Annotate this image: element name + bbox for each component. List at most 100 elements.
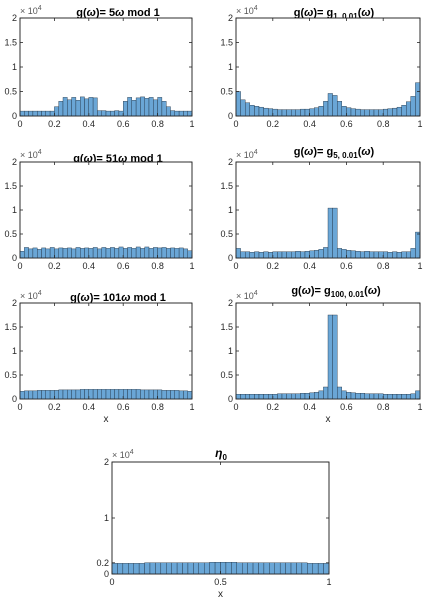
bar bbox=[204, 562, 210, 575]
bar bbox=[170, 247, 176, 259]
x-axis-label: x bbox=[326, 414, 331, 425]
bar bbox=[244, 394, 250, 400]
bar bbox=[286, 109, 292, 117]
bar bbox=[122, 248, 128, 259]
x-tick-label: 0.2 bbox=[48, 261, 61, 271]
bar bbox=[309, 108, 315, 117]
bar bbox=[41, 110, 47, 117]
bar bbox=[314, 250, 320, 259]
bar bbox=[28, 248, 34, 259]
bar bbox=[84, 389, 89, 400]
bar bbox=[279, 562, 286, 575]
bar bbox=[337, 386, 343, 400]
bar bbox=[105, 389, 111, 400]
bar bbox=[88, 248, 94, 259]
bar bbox=[254, 394, 260, 400]
chart-p6: 0 0.2 0.4 0.6 0.8 1 0 0.5 1 1.5 2× 104 x bbox=[220, 290, 422, 425]
bar bbox=[240, 394, 246, 400]
y-tick-label: 1 bbox=[104, 513, 109, 523]
y-exponent-label: × 104 bbox=[20, 290, 42, 301]
x-tick-label: 0.8 bbox=[377, 402, 390, 412]
x-tick-label: 0.6 bbox=[117, 119, 130, 129]
x-tick-label: 0.8 bbox=[377, 261, 390, 271]
bar bbox=[410, 248, 416, 259]
bar bbox=[387, 394, 393, 400]
chart-title-p2: g(ω)= g1, 0.01(ω) bbox=[294, 7, 375, 21]
bar bbox=[274, 562, 281, 575]
bar bbox=[383, 394, 389, 400]
chart-p3: 0 0.2 0.4 0.6 0.8 1 0 0.5 1 1.5 2× 104 bbox=[4, 149, 194, 271]
bar bbox=[67, 389, 72, 400]
x-tick-label: 0 bbox=[233, 261, 238, 271]
bar bbox=[392, 394, 398, 400]
axes-box bbox=[111, 461, 330, 575]
bar bbox=[165, 248, 171, 259]
bar bbox=[401, 251, 407, 259]
bar bbox=[19, 391, 25, 400]
bar bbox=[272, 251, 278, 259]
bar bbox=[281, 251, 287, 259]
bar bbox=[58, 389, 64, 400]
y-tick-label: 2 bbox=[12, 157, 17, 167]
bar bbox=[118, 110, 124, 117]
bar bbox=[153, 389, 158, 400]
y-tick-label: 1.5 bbox=[220, 181, 233, 191]
bar bbox=[318, 390, 324, 400]
bar bbox=[144, 246, 150, 259]
y-exponent-label: × 104 bbox=[20, 149, 42, 160]
bar bbox=[75, 100, 81, 117]
bar bbox=[286, 251, 292, 259]
x-tick-label: 0 bbox=[17, 402, 22, 412]
bar bbox=[41, 390, 47, 400]
y-exponent-label: × 104 bbox=[20, 5, 42, 16]
bar bbox=[214, 562, 221, 575]
bar bbox=[178, 110, 184, 117]
bar bbox=[178, 390, 184, 400]
y-exponent-label: × 104 bbox=[236, 290, 258, 301]
bar bbox=[110, 110, 115, 117]
bar bbox=[337, 101, 343, 117]
bar bbox=[157, 389, 163, 400]
bar bbox=[105, 248, 111, 259]
bar bbox=[19, 110, 25, 117]
x-tick-label: 0.6 bbox=[117, 402, 130, 412]
bar bbox=[258, 394, 264, 400]
bar bbox=[45, 110, 51, 117]
bar bbox=[295, 393, 301, 400]
bar bbox=[268, 108, 274, 117]
bar bbox=[236, 562, 243, 575]
bar bbox=[350, 392, 356, 400]
bar bbox=[131, 389, 137, 400]
bar bbox=[88, 389, 94, 400]
bar bbox=[19, 251, 25, 259]
bar bbox=[84, 98, 89, 117]
y-exponent-label: × 104 bbox=[236, 5, 258, 16]
axes-box bbox=[19, 302, 193, 400]
bar bbox=[131, 100, 137, 117]
y-tick-label: 0.2 bbox=[96, 558, 109, 568]
x-tick-label: 0 bbox=[233, 402, 238, 412]
bar bbox=[254, 105, 260, 117]
bar bbox=[37, 390, 42, 400]
y-tick-label: 1 bbox=[12, 346, 17, 356]
y-tick-label: 0 bbox=[228, 111, 233, 121]
y-tick-label: 1 bbox=[228, 205, 233, 215]
bar bbox=[183, 390, 188, 400]
bar bbox=[241, 562, 248, 575]
bar bbox=[304, 251, 310, 259]
bar bbox=[88, 97, 94, 117]
bar bbox=[392, 251, 398, 259]
bar bbox=[285, 562, 292, 575]
bar bbox=[373, 393, 379, 400]
bar bbox=[144, 98, 150, 117]
y-tick-label: 0.5 bbox=[220, 370, 233, 380]
bar bbox=[174, 110, 180, 117]
bar bbox=[133, 563, 140, 575]
bar bbox=[323, 101, 329, 117]
bar bbox=[396, 106, 402, 117]
bar bbox=[364, 251, 370, 259]
bar bbox=[45, 248, 51, 259]
bar bbox=[332, 95, 338, 117]
bar bbox=[258, 252, 264, 259]
x-tick-label: 0.2 bbox=[267, 119, 280, 129]
